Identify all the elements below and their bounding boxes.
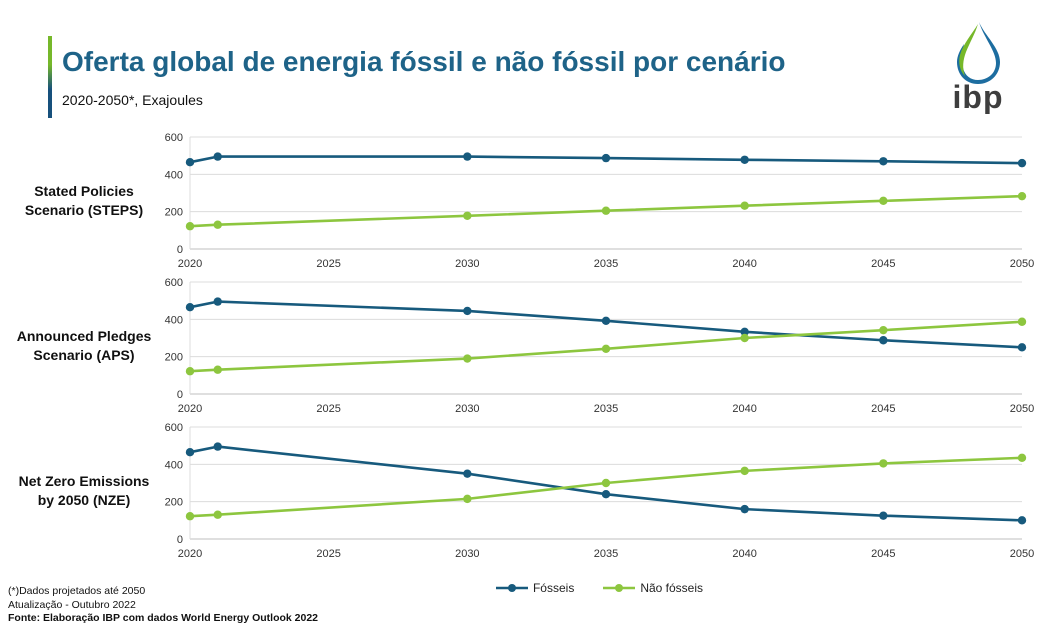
svg-text:200: 200 <box>165 352 183 364</box>
legend-item-fosseis: Fósseis <box>495 581 574 595</box>
charts-area: Stated Policies Scenario (STEPS) 0 200 400… <box>14 128 1044 563</box>
footnotes: (*)Dados projetados até 2050 Atualização… <box>8 585 318 626</box>
logo-text: ibp <box>953 79 1004 114</box>
svg-text:400: 400 <box>165 459 183 471</box>
scenario-label-nze: Net Zero Emissions by 2050 (NZE) <box>18 472 150 508</box>
svg-text:2045: 2045 <box>871 548 895 560</box>
chart-aps: Announced Pledges Scenario (APS) 0 200 400… <box>14 273 1044 418</box>
footnote-update: Atualização - Outubro 2022 <box>8 598 136 611</box>
svg-text:2040: 2040 <box>732 548 756 560</box>
svg-text:2040: 2040 <box>732 258 756 270</box>
svg-text:400: 400 <box>165 169 183 181</box>
line-chart-nze: 0 200 400 600 2020 2025 2030 2035 2040 2045 2050 <box>165 422 1035 560</box>
chart-steps: Stated Policies Scenario (STEPS) 0 200 400… <box>14 128 1044 273</box>
scenario-label-aps: Announced Pledges Scenario (APS) <box>16 327 152 363</box>
svg-text:0: 0 <box>177 534 183 546</box>
page-title: Oferta global de energia fóssil e não fó… <box>62 46 786 77</box>
svg-text:200: 200 <box>165 497 183 509</box>
svg-text:2020: 2020 <box>178 548 202 560</box>
svg-text:600: 600 <box>165 422 183 434</box>
svg-text:0: 0 <box>177 244 183 256</box>
svg-text:0: 0 <box>177 389 183 401</box>
ibp-logo: ibp <box>953 22 1004 114</box>
svg-text:2050: 2050 <box>1010 258 1034 270</box>
svg-text:2050: 2050 <box>1010 548 1034 560</box>
svg-text:2020: 2020 <box>178 258 202 270</box>
svg-text:2050: 2050 <box>1010 403 1034 415</box>
svg-text:2035: 2035 <box>594 258 618 270</box>
svg-text:2035: 2035 <box>594 548 618 560</box>
svg-text:2040: 2040 <box>732 403 756 415</box>
svg-text:2030: 2030 <box>455 258 479 270</box>
chart-legend: Fósseis Não fósseis <box>154 581 1044 595</box>
svg-text:600: 600 <box>165 132 183 144</box>
legend-fossil-line-marker-icon <box>495 584 528 592</box>
svg-text:600: 600 <box>165 277 183 289</box>
page-subtitle: 2020-2050*, Exajoules <box>62 92 203 108</box>
svg-text:200: 200 <box>165 207 183 219</box>
svg-text:2025: 2025 <box>316 258 340 270</box>
svg-text:2030: 2030 <box>455 548 479 560</box>
svg-text:2045: 2045 <box>871 403 895 415</box>
line-chart-steps: 0 200 400 600 2020 2025 2030 2035 2040 2045 2050 <box>165 132 1035 270</box>
svg-text:2035: 2035 <box>594 403 618 415</box>
svg-text:2025: 2025 <box>316 403 340 415</box>
footnote-source: Fonte: Elaboração IBP com dados World En… <box>8 612 319 625</box>
legend-label-nao-fosseis: Não fósseis <box>640 581 704 595</box>
line-chart-aps: 0 200 400 600 2020 2025 2030 2035 2040 2045 2050 <box>165 277 1035 415</box>
logo-leaf-green-icon <box>959 24 978 76</box>
svg-text:2030: 2030 <box>455 403 479 415</box>
legend-label-fosseis: Fósseis <box>532 581 575 595</box>
legend-nonfossil-line-marker-icon <box>603 584 636 592</box>
svg-text:2045: 2045 <box>871 258 895 270</box>
svg-text:2020: 2020 <box>178 403 202 415</box>
footnote-projection: (*)Dados projetados até 2050 <box>8 585 146 597</box>
svg-text:2025: 2025 <box>316 548 340 560</box>
svg-text:400: 400 <box>165 314 183 326</box>
title-accent-bar <box>48 36 52 118</box>
chart-nze: Net Zero Emissions by 2050 (NZE) 0 200 400… <box>14 418 1044 563</box>
legend-item-nao-fosseis: Não fósseis <box>602 581 703 595</box>
scenario-label-steps: Stated Policies Scenario (STEPS) <box>24 182 144 218</box>
